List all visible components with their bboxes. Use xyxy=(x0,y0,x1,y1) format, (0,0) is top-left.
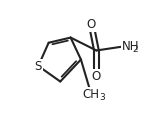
Text: O: O xyxy=(92,70,101,83)
Text: NH: NH xyxy=(122,40,140,53)
Text: O: O xyxy=(87,18,96,31)
Text: 2: 2 xyxy=(132,45,138,54)
Text: CH: CH xyxy=(83,88,100,101)
Text: 3: 3 xyxy=(100,93,105,102)
Text: S: S xyxy=(35,60,42,72)
